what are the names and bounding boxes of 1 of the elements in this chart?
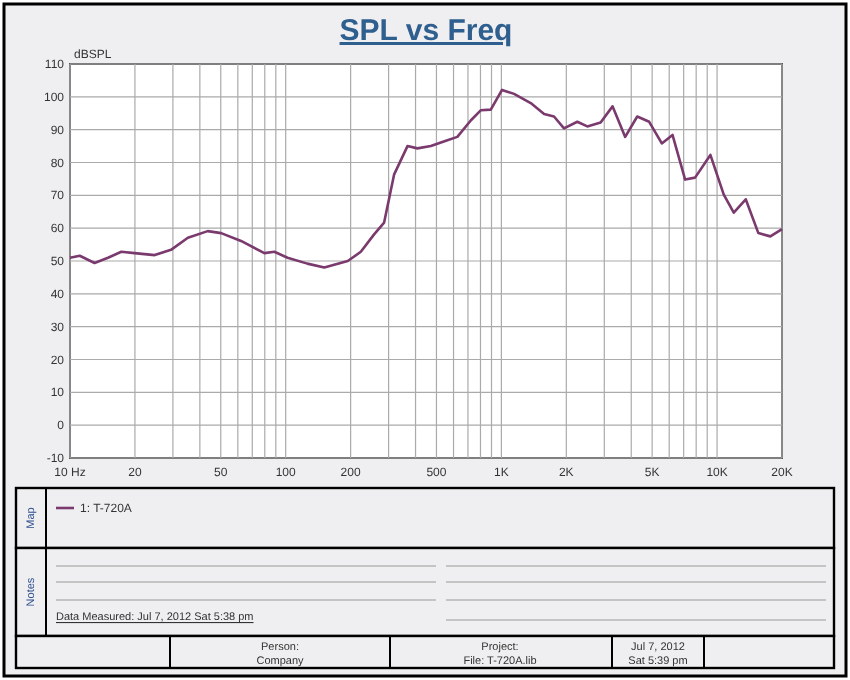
chart-title: SPL vs Freq: [339, 14, 513, 48]
